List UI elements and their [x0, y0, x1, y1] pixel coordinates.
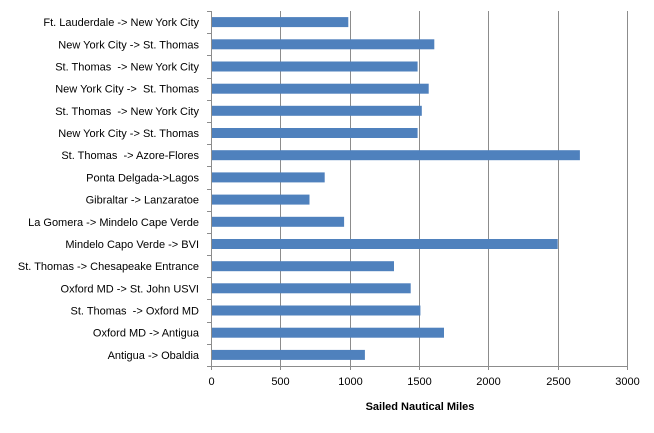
bar — [212, 261, 394, 272]
labels: 0 500 1000 1500 2000 2500 3000 Ft. Lauderdale -… — [18, 17, 640, 388]
x-tick-label: 500 — [271, 376, 289, 388]
bars — [212, 17, 580, 360]
category-label: St. Thomas -> Chesapeake Entrance — [18, 261, 199, 273]
bar — [212, 305, 421, 316]
x-tick-label: 1000 — [338, 376, 362, 388]
bar — [212, 327, 444, 338]
bar — [212, 17, 349, 28]
bar — [212, 349, 365, 360]
bar — [212, 194, 310, 205]
category-label: Oxford MD -> St. John USVI — [61, 283, 199, 295]
category-label: New York City -> St. Thomas — [58, 39, 199, 51]
category-label: Ponta Delgada->Lagos — [86, 172, 199, 184]
bar — [212, 150, 580, 161]
category-label: Oxford MD -> Antigua — [93, 328, 200, 340]
bar — [212, 239, 558, 249]
x-tick-label: 3000 — [615, 376, 639, 388]
bar — [212, 83, 429, 94]
category-label: New York City -> St. Thomas — [55, 84, 199, 96]
category-label: Mindelo Capo Verde -> BVI — [65, 239, 199, 251]
category-label: St. Thomas -> Azore-Flores — [61, 150, 199, 162]
bar — [212, 128, 418, 138]
x-tick-label: 2500 — [546, 376, 570, 388]
x-tick-label: 0 — [208, 376, 214, 388]
category-label: St. Thomas -> Oxford MD — [71, 306, 200, 318]
category-label: Ft. Lauderdale -> New York City — [43, 17, 199, 29]
bar — [212, 105, 422, 116]
category-label: St. Thomas -> New York City — [55, 106, 199, 118]
bar — [212, 39, 435, 50]
x-axis-title: Sailed Nautical Miles — [366, 401, 475, 413]
axes — [207, 11, 628, 370]
category-label: La Gomera -> Mindelo Cape Verde — [28, 217, 199, 229]
bar — [212, 216, 345, 227]
bar — [212, 283, 411, 294]
x-tick-label: 2000 — [476, 376, 500, 388]
bar — [212, 172, 325, 183]
category-label: St. Thomas -> New York City — [55, 62, 199, 74]
x-tick-label: 1500 — [407, 376, 431, 388]
category-label: Gibraltar -> Lanzaratoe — [86, 195, 199, 207]
bar — [212, 61, 418, 72]
category-label: Antigua -> Obaldia — [108, 350, 200, 362]
category-label: New York City -> St. Thomas — [58, 128, 199, 140]
